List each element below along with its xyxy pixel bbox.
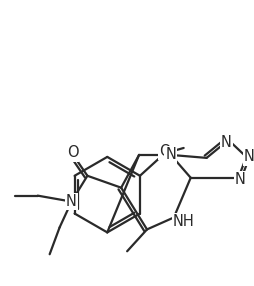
- Text: O: O: [67, 146, 78, 160]
- Text: N: N: [165, 147, 176, 162]
- Text: NH: NH: [172, 214, 194, 229]
- Text: N: N: [243, 149, 254, 164]
- Text: N: N: [234, 172, 245, 187]
- Text: O: O: [158, 144, 170, 159]
- Text: N: N: [220, 134, 231, 150]
- Text: N: N: [66, 194, 77, 209]
